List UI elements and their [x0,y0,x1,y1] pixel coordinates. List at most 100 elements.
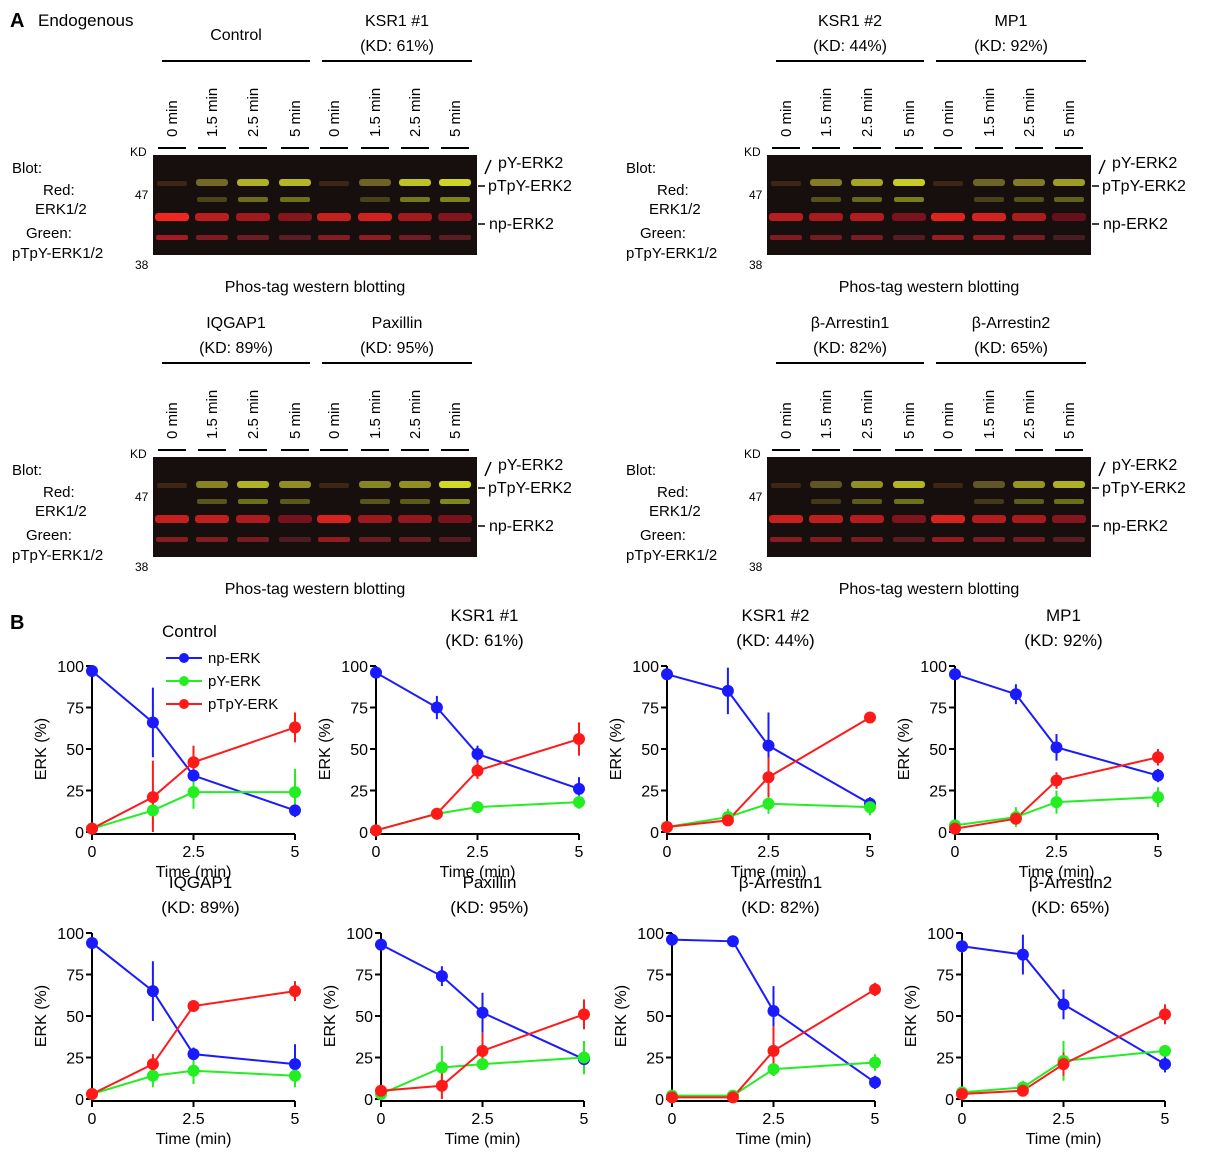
blot-4: β-Arrestin1 (KD: 82%) β-Arrestin2 (KD: 65%)… [626,315,1186,598]
band-green [811,197,841,202]
y-tick-label: 75 [66,701,84,718]
legend-marker [179,676,189,686]
x-tick-label: 5 [580,1111,589,1128]
band-green [974,197,1004,202]
data-point-np-ERK [1152,769,1164,782]
series-line-pTpY-ERK [961,1013,1166,1096]
chart-subtitle: (KD: 95%) [450,898,528,917]
lane-label: 2.5 min [1021,88,1038,137]
chart-8: β-Arrestin2 (KD: 65%) 0 25 50 75 100 0 2.5 5 Time … [903,873,1171,1148]
band-erk1 [279,235,311,240]
data-point-np-ERK [146,716,159,729]
lane-label: 0 min [164,402,181,439]
data-point-np-ERK [370,666,382,679]
band-pTpY [1053,481,1085,488]
chart-title: Control [162,622,217,641]
band-erk1 [851,235,883,240]
blot-caption: Phos-tag western blotting [839,279,1020,296]
data-point-pTpY-ERK [1016,1084,1029,1097]
chart-3: KSR1 #2 (KD: 44%) 0 25 50 75 100 0 2.5 5 Time (min… [608,606,876,881]
y-axis-label: ERK (%) [317,718,334,780]
band-pTpY [1053,179,1085,186]
band-faint [319,181,349,186]
chart-1: Control 0 25 50 75 100 0 2.5 5 Time (min) ERK (%) n… [33,622,301,881]
band-erk1 [156,235,188,240]
blot-caption: Phos-tag western blotting [839,581,1020,598]
band-erk1 [439,235,471,240]
lane-label: 0 min [940,100,957,137]
band-np [398,515,432,523]
blot-label: Green: [640,225,686,242]
y-tick-label: 100 [341,659,368,676]
band-erk1 [196,537,228,542]
data-point-pTpY-ERK [370,824,382,837]
chart-title: KSR1 #2 [741,606,809,625]
band-erk1 [973,235,1005,240]
band-erk1 [196,235,228,240]
chart-title: β-Arrestin2 [1029,873,1112,892]
x-axis-label: Time (min) [1019,864,1095,881]
y-tick-label: 100 [57,926,84,943]
series-line-pY-ERK [380,1056,585,1095]
band-np [1052,515,1086,523]
x-axis-label: Time (min) [156,864,232,881]
y-tick-label: 50 [641,742,659,759]
band-label-pY: pY-ERK2 [1112,155,1177,172]
y-tick-label: 75 [355,968,373,985]
x-tick-label: 0 [663,844,672,861]
x-tick-label: 5 [866,844,875,861]
data-point-pTpY-ERK [949,822,961,835]
lane-label: 2.5 min [859,390,876,439]
band-faint [319,483,349,488]
x-tick-label: 5 [291,844,300,861]
y-axis-label: ERK (%) [613,985,630,1047]
blot-label: Green: [26,225,72,242]
y-tick-label: 25 [929,784,947,801]
data-point-pTpY-ERK [435,1079,448,1092]
chart-title: KSR1 #1 [450,606,518,625]
panel-b-letter: B [10,612,24,634]
y-tick-label: 0 [938,825,947,842]
y-tick-label: 50 [355,1009,373,1026]
chart-5: IQGAP1 (KD: 89%) 0 25 50 75 100 0 2.5 5 Time (min)… [33,873,301,1148]
data-point-np-ERK [666,933,678,946]
mw-47: 47 [749,490,763,504]
band-green [1014,197,1044,202]
data-point-pTpY-ERK [1009,812,1022,825]
chart-6: Paxillin (KD: 95%) 0 25 50 75 100 0 2.5 5 Time (mi… [322,873,590,1148]
group-name: β-Arrestin1 [811,315,890,332]
y-tick-label: 75 [350,701,368,718]
blot-label: Red: [43,182,75,199]
series-line-np-ERK [380,943,585,1061]
lane-label: 5 min [1061,100,1078,137]
y-axis-label: ERK (%) [608,718,625,780]
y-axis-label: ERK (%) [33,985,50,1047]
mw-38: 38 [135,560,149,574]
data-point-pY-ERK [289,786,301,799]
x-axis-label: Time (min) [156,1131,232,1148]
blots-area: Control KSR1 #1 (KD: 61%) 0 min 1.5 min 2.5 m… [12,13,1186,598]
y-tick-label: 25 [646,1051,664,1068]
band-erk1 [359,235,391,240]
band-erk1 [973,537,1005,542]
data-point-np-ERK [187,1048,200,1061]
x-tick-label: 0 [951,844,960,861]
band-faint [933,181,963,186]
group-kd: (KD: 89%) [199,340,273,357]
data-point-pY-ERK [187,786,200,799]
band-np [850,213,884,221]
x-tick-label: 2.5 [762,1111,784,1128]
y-tick-label: 25 [936,1051,954,1068]
band-erk1 [851,537,883,542]
band-label-pTpY: pTpY-ERK2 [1102,178,1186,195]
data-point-np-ERK [1159,1058,1171,1071]
group-name: KSR1 #1 [365,13,429,30]
blot-label: Blot: [12,160,42,177]
x-axis-label: Time (min) [1026,1131,1102,1148]
band-pTpY [810,481,842,488]
x-tick-label: 0 [377,1111,386,1128]
band-pTpY [851,481,883,488]
band-label-pTpY: pTpY-ERK2 [488,178,572,195]
lane-label: 1.5 min [204,390,221,439]
blot-label: pTpY-ERK1/2 [626,245,717,262]
